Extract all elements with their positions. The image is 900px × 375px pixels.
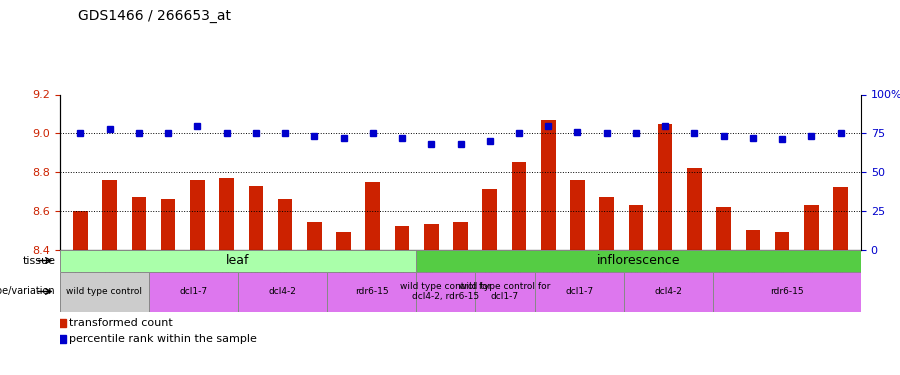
Bar xyxy=(395,226,410,249)
Text: wild type control for
dcl1-7: wild type control for dcl1-7 xyxy=(459,282,551,301)
Text: dcl4-2: dcl4-2 xyxy=(268,287,296,296)
Bar xyxy=(833,188,848,249)
Text: inflorescence: inflorescence xyxy=(597,254,680,267)
Bar xyxy=(190,180,204,249)
Text: rdr6-15: rdr6-15 xyxy=(355,287,388,296)
Text: genotype/variation: genotype/variation xyxy=(0,286,56,297)
Text: dcl1-7: dcl1-7 xyxy=(565,287,593,296)
Bar xyxy=(220,178,234,249)
Bar xyxy=(278,199,293,249)
Bar xyxy=(103,180,117,249)
Bar xyxy=(570,180,585,249)
Text: wild type control for
dcl4-2, rdr6-15: wild type control for dcl4-2, rdr6-15 xyxy=(400,282,491,301)
Bar xyxy=(541,120,555,249)
Bar xyxy=(482,189,497,249)
Text: wild type control: wild type control xyxy=(67,287,142,296)
Bar xyxy=(624,272,713,312)
Bar xyxy=(149,272,238,312)
Bar xyxy=(327,272,416,312)
Text: dcl1-7: dcl1-7 xyxy=(179,287,208,296)
Bar xyxy=(161,199,176,249)
Bar xyxy=(475,272,535,312)
Text: dcl4-2: dcl4-2 xyxy=(654,287,682,296)
Bar xyxy=(628,205,644,249)
Bar xyxy=(337,232,351,249)
Bar xyxy=(687,168,702,249)
Bar xyxy=(73,211,88,249)
Bar xyxy=(775,232,789,249)
Bar xyxy=(416,249,861,272)
Bar xyxy=(535,272,624,312)
Bar xyxy=(60,249,416,272)
Bar xyxy=(454,222,468,249)
Text: leaf: leaf xyxy=(226,254,250,267)
Bar xyxy=(238,272,327,312)
Text: rdr6-15: rdr6-15 xyxy=(770,287,804,296)
Bar xyxy=(416,272,475,312)
Text: percentile rank within the sample: percentile rank within the sample xyxy=(68,334,256,344)
Bar xyxy=(60,272,149,312)
Bar xyxy=(745,230,760,249)
Bar xyxy=(248,186,263,249)
Text: transformed count: transformed count xyxy=(68,318,173,328)
Bar xyxy=(131,197,146,249)
Bar xyxy=(599,197,614,249)
Text: GDS1466 / 266653_at: GDS1466 / 266653_at xyxy=(78,9,231,23)
Bar xyxy=(424,224,438,249)
Bar xyxy=(658,123,672,249)
Bar xyxy=(713,272,861,312)
Bar xyxy=(804,205,819,249)
Bar xyxy=(365,182,380,249)
Bar xyxy=(307,222,321,249)
Text: tissue: tissue xyxy=(22,255,56,266)
Bar xyxy=(716,207,731,249)
Bar xyxy=(512,162,526,249)
